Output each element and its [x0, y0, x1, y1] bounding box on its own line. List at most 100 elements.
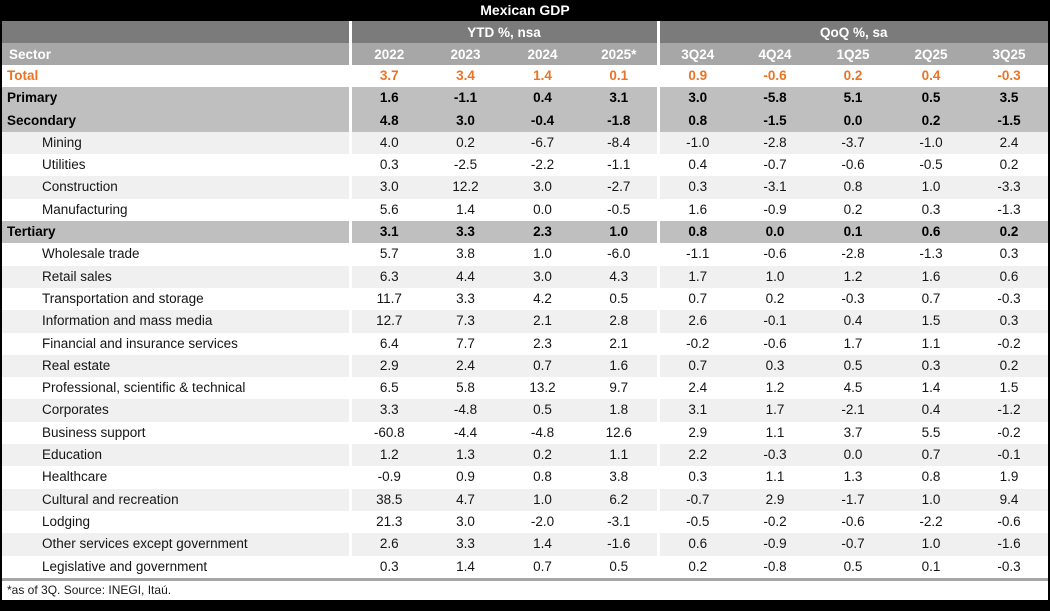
column-header: 4Q24 [736, 43, 815, 65]
sector-label: Education [2, 444, 350, 467]
sector-label: Real estate [2, 354, 350, 378]
table-body: Total 3.7 3.4 1.4 0.1 0.9 -0.6 0.2 0.4 -0.3 Primar… [2, 65, 1049, 578]
table-row: Utilities 0.3 -2.5 -2.2 -1.1 0.4 -0.7 -0.6 -0.5 0… [2, 154, 1049, 177]
value-cell: -4.8 [427, 399, 504, 422]
value-cell: -0.2 [736, 510, 815, 534]
value-cell: 2.3 [504, 221, 581, 244]
column-header: 2Q25 [892, 43, 971, 65]
value-cell: 2.4 [970, 131, 1049, 155]
value-cell: -1.1 [656, 243, 737, 266]
value-cell: 12.7 [348, 310, 427, 333]
value-cell: -0.7 [736, 154, 815, 177]
value-cell: 3.3 [427, 221, 504, 244]
value-cell: 0.3 [656, 176, 737, 199]
value-cell: 1.0 [892, 533, 971, 556]
value-cell: 3.0 [504, 176, 581, 199]
value-cell: 3.7 [348, 65, 427, 88]
table-row: Mining 4.0 0.2 -6.7 -8.4 -1.0 -2.8 -3.7 -1.0 2.4 [2, 131, 1049, 155]
table-row: Real estate 2.9 2.4 0.7 1.6 0.7 0.3 0.5 0.3 0.2 [2, 354, 1049, 378]
value-cell: -2.1 [814, 399, 893, 422]
value-cell: 0.0 [736, 221, 815, 244]
value-cell: 0.5 [504, 399, 581, 422]
value-cell: 1.6 [656, 198, 737, 222]
value-cell: 6.4 [348, 332, 427, 355]
value-cell: -0.6 [814, 154, 893, 177]
value-cell: 1.4 [892, 377, 971, 400]
value-cell: 7.3 [427, 310, 504, 333]
sector-label: Retail sales [2, 265, 350, 288]
value-cell: 0.7 [504, 354, 581, 378]
value-cell: 1.1 [736, 421, 815, 445]
value-cell: -0.5 [581, 198, 659, 222]
value-cell: 0.1 [892, 555, 971, 578]
source-footnote: *as of 3Q. Source: INEGI, Itaú. [2, 577, 1048, 600]
value-cell: 0.2 [814, 65, 893, 88]
table-row: Education 1.2 1.3 0.2 1.1 2.2 -0.3 0.0 0.7 -0.1 [2, 444, 1049, 467]
value-cell: -1.0 [892, 131, 971, 155]
table-row: Legislative and government 0.3 1.4 0.7 0.5 0.… [2, 555, 1049, 578]
sector-label: Cultural and recreation [2, 488, 350, 511]
table-row: Manufacturing 5.6 1.4 0.0 -0.5 1.6 -0.9 0.2 0.3-… [2, 198, 1049, 222]
value-cell: 0.5 [814, 354, 893, 378]
value-cell: 1.0 [892, 488, 971, 511]
value-cell: 0.7 [656, 354, 737, 378]
value-cell: -0.5 [892, 154, 971, 177]
value-cell: -3.1 [736, 176, 815, 199]
value-cell: 2.6 [348, 533, 427, 556]
table-title: Mexican GDP [0, 0, 1050, 21]
value-cell: 0.7 [504, 555, 581, 578]
value-cell: -3.1 [581, 510, 659, 534]
value-cell: 12.6 [581, 421, 659, 445]
value-cell: 0.7 [656, 287, 737, 311]
value-cell: 1.2 [814, 265, 893, 288]
value-cell: 0.0 [814, 109, 893, 132]
value-cell: 13.2 [504, 377, 581, 400]
value-cell: 0.1 [581, 65, 659, 88]
value-cell: -1.7 [814, 488, 893, 511]
value-cell: 0.3 [970, 243, 1049, 266]
value-cell: -1.5 [736, 109, 815, 132]
value-cell: 2.9 [656, 421, 737, 445]
value-cell: 1.5 [970, 377, 1049, 400]
sector-label: Transportation and storage [2, 287, 350, 311]
value-cell: 2.8 [581, 310, 659, 333]
value-cell: 0.8 [656, 109, 737, 132]
value-cell: 5.7 [348, 243, 427, 266]
value-cell: 0.4 [656, 154, 737, 177]
value-cell: -3.7 [814, 131, 893, 155]
value-cell: 0.3 [892, 354, 971, 378]
value-cell: -2.0 [504, 510, 581, 534]
sector-label: Wholesale trade [2, 243, 350, 266]
column-header: 2025* [581, 43, 659, 65]
column-header: 2023 [427, 43, 504, 65]
value-cell: 1.4 [427, 555, 504, 578]
table-row: Financial and insurance services 6.4 7.7 2.… [2, 332, 1049, 355]
value-cell: 6.5 [348, 377, 427, 400]
value-cell: 3.1 [348, 221, 427, 244]
value-cell: 1.8 [581, 399, 659, 422]
value-cell: 0.4 [504, 87, 581, 110]
value-cell: 1.7 [656, 265, 737, 288]
value-cell: 2.9 [736, 488, 815, 511]
value-cell: 3.0 [656, 87, 737, 110]
table-row: Information and mass media 12.7 7.3 2.1 2.8 2… [2, 310, 1049, 333]
column-header: 2024 [504, 43, 581, 65]
sector-label: Financial and insurance services [2, 332, 350, 355]
value-cell: 0.2 [736, 287, 815, 311]
value-cell: -0.2 [970, 332, 1049, 355]
value-cell: -60.8 [348, 421, 427, 445]
sector-label: Other services except government [2, 533, 350, 556]
ytd-group-header: YTD %, nsa [348, 21, 659, 43]
value-cell: -5.8 [736, 87, 815, 110]
value-cell: 2.4 [427, 354, 504, 378]
value-cell: 4.3 [581, 265, 659, 288]
value-cell: 0.0 [814, 444, 893, 467]
value-cell: 0.5 [581, 555, 659, 578]
value-cell: -1.1 [581, 154, 659, 177]
value-cell: -0.3 [970, 287, 1049, 311]
value-cell: 0.9 [656, 65, 737, 88]
value-cell: -6.0 [581, 243, 659, 266]
header-band-row: YTD %, nsa QoQ %, sa [2, 21, 1049, 43]
value-cell: -2.5 [427, 154, 504, 177]
gdp-data-table: YTD %, nsa QoQ %, sa Sector 2022 2023 2024 2… [2, 21, 1049, 578]
